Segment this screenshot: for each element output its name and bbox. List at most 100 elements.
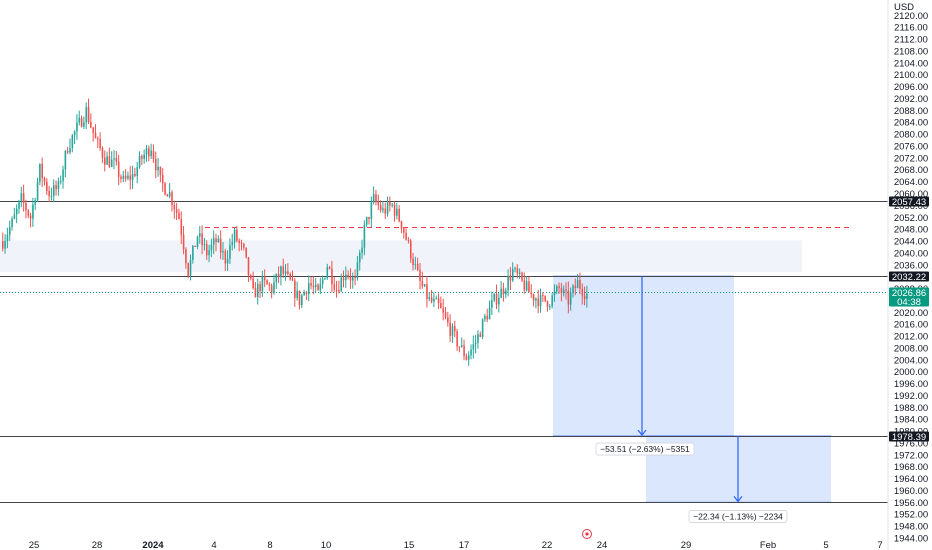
candle-body <box>150 150 152 157</box>
candle-body <box>460 345 463 347</box>
current-price-countdown: 04:38 <box>897 297 921 308</box>
y-tick-label: 1972.00 <box>894 450 928 461</box>
price-axis[interactable]: USD 2120.002116.002112.002108.002104.002… <box>887 0 929 550</box>
candle-body <box>342 277 345 281</box>
candle-body <box>291 279 294 281</box>
candle-body <box>205 244 208 256</box>
candle-body <box>403 228 405 233</box>
candle-body <box>69 147 71 153</box>
y-tick-label: 2060.00 <box>894 189 928 200</box>
candle-body <box>491 300 493 308</box>
candle-body <box>289 273 292 280</box>
y-tick-label: 2044.00 <box>894 237 928 248</box>
projection-1-box[interactable] <box>553 276 734 437</box>
candle-body <box>263 276 266 281</box>
candle-body <box>164 183 166 195</box>
candle-body <box>303 291 305 296</box>
candle-body <box>210 244 213 251</box>
candle-body <box>129 175 132 181</box>
level-2057-tag-label: 2057.43 <box>892 197 926 208</box>
candle-body <box>400 221 403 229</box>
y-tick-label: 2040.00 <box>894 248 928 259</box>
level-2032-tag <box>889 271 929 282</box>
candle-body <box>11 218 13 228</box>
candle-body <box>62 169 64 182</box>
candle-body <box>182 234 185 250</box>
candle-body <box>122 176 125 179</box>
current-price-tag-label: 2026.86 <box>892 288 926 299</box>
candle-body <box>352 277 354 281</box>
candle-body <box>484 315 486 320</box>
x-tick-label: 25 <box>29 540 40 550</box>
candle-body <box>370 202 373 220</box>
candle-body <box>215 238 217 243</box>
candle-body <box>73 131 76 136</box>
candle-body <box>301 295 303 306</box>
candle-body <box>154 159 157 171</box>
candle-body <box>94 132 97 139</box>
y-tick-label: 2120.00 <box>894 11 928 22</box>
candle-body <box>470 349 472 356</box>
candle-body <box>569 292 572 305</box>
candle-body <box>138 155 141 168</box>
candle-body <box>85 106 88 123</box>
candle-body <box>523 280 526 291</box>
candle-body <box>259 284 261 292</box>
candle-body <box>511 269 514 281</box>
candle-body <box>180 218 183 235</box>
candle-body <box>57 181 60 189</box>
candle-body <box>421 280 424 287</box>
x-tick-label: Feb <box>760 540 776 550</box>
level-2032-tag-label: 2032.22 <box>892 272 926 283</box>
candle-body <box>50 196 53 198</box>
scroll-to-realtime-icon[interactable] <box>582 529 592 539</box>
candle-body <box>43 178 46 182</box>
candle-body <box>157 166 159 171</box>
y-tick-label: 2072.00 <box>894 153 928 164</box>
candle-body <box>507 275 509 291</box>
candle-body <box>247 257 250 276</box>
candle-body <box>196 236 199 247</box>
candle-body <box>495 293 498 305</box>
candle-body <box>307 283 310 295</box>
candle-body <box>393 204 396 216</box>
x-tick-label: 24 <box>597 540 608 550</box>
y-tick-label: 2084.00 <box>894 118 928 129</box>
candle-body <box>148 148 150 157</box>
y-tick-label: 2100.00 <box>894 70 928 81</box>
candle-body <box>440 303 442 309</box>
candle-body <box>298 290 301 306</box>
candle-body <box>488 307 491 320</box>
time-axis[interactable]: 25 28 2024 4 8 10 15 17 22 24 29 Feb 5 7 <box>29 540 883 550</box>
candle-body <box>433 298 435 302</box>
candle-body <box>36 181 39 201</box>
candle-body <box>268 284 271 286</box>
candle-body <box>287 271 289 274</box>
candle-body <box>377 201 380 206</box>
candle-body <box>384 208 387 214</box>
candle-body <box>465 356 468 360</box>
candle-body <box>505 290 507 295</box>
y-tick-label: 2020.00 <box>894 308 928 319</box>
projection-1-label: −53.51 (−2.63%) −5351 <box>600 444 690 454</box>
candle-body <box>546 301 549 307</box>
candle-body <box>447 317 449 323</box>
candle-body <box>551 295 553 307</box>
candle-body <box>338 290 340 292</box>
projection-2-label-box <box>688 510 788 523</box>
candle-body <box>317 284 319 291</box>
candle-body <box>15 208 18 215</box>
candle-body <box>335 289 338 291</box>
candle-body <box>361 247 363 253</box>
candle-body <box>48 190 50 197</box>
candle-body <box>340 277 343 292</box>
candle-body <box>192 245 194 260</box>
candle-body <box>581 288 584 296</box>
candle-body <box>270 285 273 293</box>
grey-zone[interactable] <box>0 240 802 273</box>
candle-body <box>20 193 23 202</box>
y-tick-label: 2108.00 <box>894 46 928 57</box>
candle-body <box>549 306 551 308</box>
candle-body <box>152 150 155 160</box>
